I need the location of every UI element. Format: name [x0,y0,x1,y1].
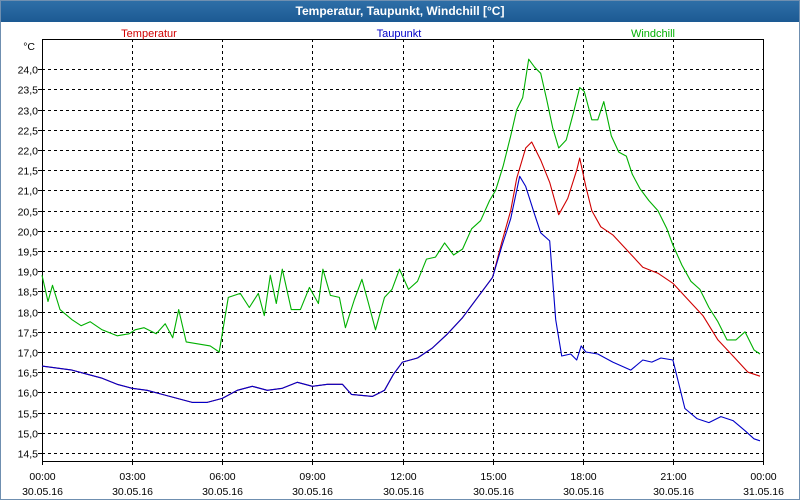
x-tick-date-label: 31.05.16 [743,486,784,498]
y-tick-label: 18,0 [18,308,39,320]
y-tick-label: 17,5 [18,328,39,340]
x-tick-time-label: 00:00 [29,471,55,483]
plot-area [42,39,763,461]
plot-border [42,39,764,462]
y-tick-label: 24,0 [18,65,39,77]
y-tick-label: 18,5 [18,287,39,299]
x-tick-time-label: 15:00 [480,471,506,483]
legend: Temperatur Taupunkt Windchill [121,28,675,40]
x-tick-date-label: 30.05.16 [112,486,153,498]
x-tick-time-label: 06:00 [209,471,235,483]
x-tick-time-label: 00:00 [750,471,776,483]
axes: 14,5 15,0 15,5 16,0 16,5 17,0 17,5 18,0 18,5 19,0… [18,39,784,498]
y-tick-label: 21,0 [18,186,39,198]
y-tick-label: 20,0 [18,227,39,239]
x-tick-time-label: 12:00 [390,471,416,483]
legend-entry-temperatur: Temperatur [121,28,177,40]
x-tick-date-label: 30.05.16 [292,486,333,498]
y-tick-label: 14,5 [18,449,39,461]
chart-title: Temperatur, Taupunkt, Windchill [°C] [1,1,799,22]
series-line-taupunkt [41,175,761,442]
x-tick-date-label: 30.05.16 [563,486,604,498]
y-tick-label: 22,5 [18,126,39,138]
x-tick-time-label: 03:00 [119,471,145,483]
y-tick-label: 23,0 [18,106,39,118]
y-tick-label: 15,5 [18,409,39,421]
y-tick-label: 20,5 [18,207,39,219]
x-tick-date-label: 30.05.16 [653,486,694,498]
legend-entry-windchill: Windchill [631,28,675,40]
y-axis-unit-label: °C [23,41,35,53]
y-tick-label: 17,0 [18,348,39,360]
series-line-windchill [41,58,761,355]
x-tick-date-label: 30.05.16 [202,486,243,498]
grid [42,39,763,461]
x-tick-time-label: 18:00 [570,471,596,483]
x-tick-time-label: 09:00 [299,471,325,483]
y-tick-label: 23,5 [18,85,39,97]
y-tick-label: 19,0 [18,267,39,279]
series-lines [41,58,761,442]
y-tick-label: 22,0 [18,146,39,158]
y-tick-label: 21,5 [18,166,39,178]
x-tick-date-label: 30.05.16 [22,486,63,498]
legend-entry-taupunkt: Taupunkt [377,28,422,40]
y-tick-label: 19,5 [18,247,39,259]
x-tick-time-label: 21:00 [660,471,686,483]
y-tick-label: 16,0 [18,388,39,400]
y-tick-label: 15,0 [18,429,39,441]
y-tick-label: 16,5 [18,368,39,380]
x-tick-date-label: 30.05.16 [383,486,424,498]
x-tick-date-label: 30.05.16 [473,486,514,498]
